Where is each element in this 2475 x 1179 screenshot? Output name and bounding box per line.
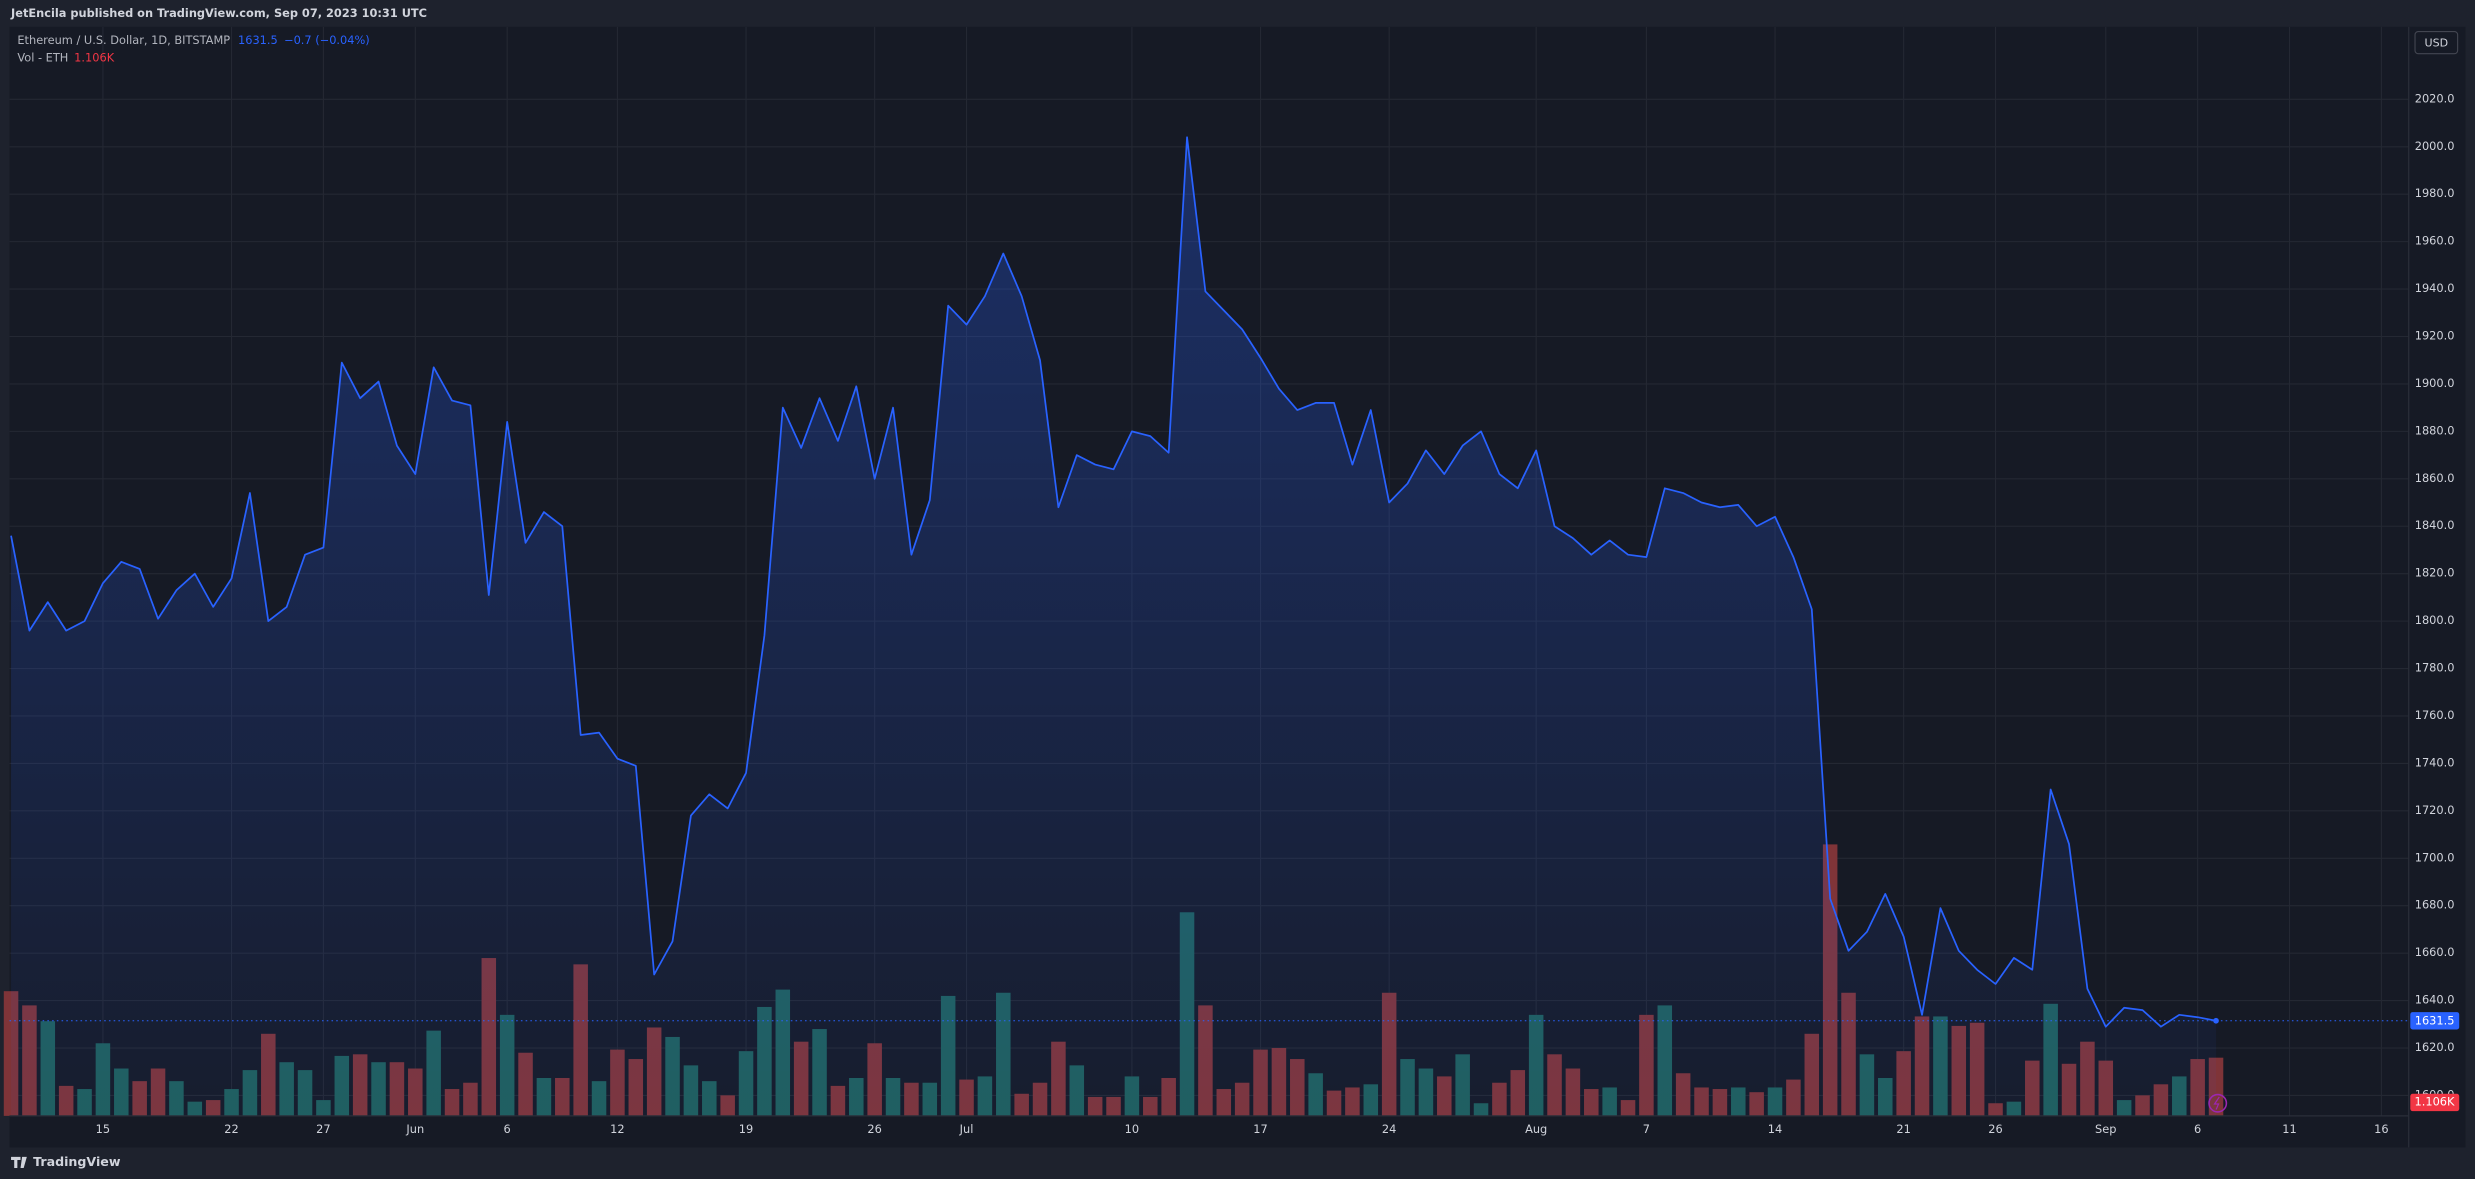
last-price-label: 1631.5 bbox=[2415, 1014, 2455, 1028]
x-tick-label: 12 bbox=[610, 1122, 624, 1136]
y-tick-label: 1880.0 bbox=[2415, 423, 2455, 437]
y-tick-label: 1800.0 bbox=[2415, 613, 2455, 627]
x-tick-label: 15 bbox=[96, 1122, 110, 1136]
y-tick-label: 1700.0 bbox=[2415, 850, 2455, 864]
y-tick-label: 1860.0 bbox=[2415, 471, 2455, 485]
x-tick-label: 16 bbox=[2374, 1122, 2388, 1136]
x-tick-label: 27 bbox=[316, 1122, 330, 1136]
area bbox=[11, 137, 2217, 1116]
currency: USD bbox=[2425, 36, 2449, 49]
x-tick-label: 22 bbox=[224, 1122, 238, 1136]
x-tick-label: 10 bbox=[1125, 1122, 1139, 1136]
y-tick-label: 1980.0 bbox=[2415, 186, 2455, 200]
currency-button[interactable] bbox=[2414, 31, 2459, 55]
axes: 1600.01620.01640.01660.01680.01700.01720… bbox=[96, 91, 2460, 1136]
y-tick-label: 1660.0 bbox=[2415, 945, 2455, 959]
x-tick-label: 7 bbox=[1643, 1122, 1650, 1136]
y-tick-label: 1960.0 bbox=[2415, 234, 2455, 248]
x-tick-label: Sep bbox=[2095, 1122, 2116, 1136]
x-tick-label: 6 bbox=[2194, 1122, 2201, 1136]
volume-name: Vol - ETH bbox=[17, 50, 68, 64]
y-tick-label: 1940.0 bbox=[2415, 281, 2455, 295]
alert-icon[interactable] bbox=[2208, 1093, 2228, 1113]
footer: TradingView bbox=[33, 1154, 121, 1169]
y-tick-label: 2000.0 bbox=[2415, 139, 2455, 153]
x-tick-label: 11 bbox=[2282, 1122, 2296, 1136]
last-price: 1631.5 bbox=[238, 33, 278, 47]
y-tick-label: 1840.0 bbox=[2415, 518, 2455, 532]
publisher: JetEncila published on TradingView.com, … bbox=[10, 6, 427, 20]
price-change: −0.7 (−0.04%) bbox=[284, 33, 370, 47]
volume-tag bbox=[2410, 1093, 2460, 1112]
volume-last: 1.106K bbox=[74, 50, 115, 64]
price bbox=[9, 136, 2409, 1116]
line bbox=[10, 136, 2217, 1028]
y-tick-label: 1680.0 bbox=[2415, 898, 2455, 912]
y-tick-label: 1920.0 bbox=[2415, 329, 2455, 343]
x-tick-label: 26 bbox=[1988, 1122, 2002, 1136]
y-tick-label: 2020.0 bbox=[2415, 91, 2455, 105]
x-tick-label: Jul bbox=[959, 1122, 974, 1136]
last-point bbox=[2213, 1017, 2219, 1024]
volume-tag-label: 1.106K bbox=[2415, 1094, 2456, 1108]
x-tick-label: Aug bbox=[1525, 1122, 1547, 1136]
last-price-tag bbox=[2410, 1012, 2460, 1030]
x-tick-label: 17 bbox=[1253, 1122, 1267, 1136]
symbol: Ethereum / U.S. Dollar, 1D, BITSTAMP bbox=[17, 33, 230, 47]
y-tick-label: 1760.0 bbox=[2415, 708, 2455, 722]
y-tick-label: 1780.0 bbox=[2415, 661, 2455, 675]
y-tick-label: 1740.0 bbox=[2415, 755, 2455, 769]
x-tick-label: 14 bbox=[1768, 1122, 1782, 1136]
y-tick-label: 1640.0 bbox=[2415, 993, 2455, 1007]
x-tick-label: 26 bbox=[867, 1122, 881, 1136]
alert-icon-bolt bbox=[2213, 1096, 2220, 1110]
x-tick-label: 21 bbox=[1896, 1122, 1910, 1136]
logo bbox=[11, 1156, 27, 1168]
y-tick-label: 1620.0 bbox=[2415, 1040, 2455, 1054]
x-tick-label: Jun bbox=[405, 1122, 424, 1136]
x-tick-label: 19 bbox=[739, 1122, 753, 1136]
x-tick-label: 6 bbox=[504, 1122, 511, 1136]
y-tick-label: 1900.0 bbox=[2415, 376, 2455, 390]
x-tick-label: 24 bbox=[1382, 1122, 1396, 1136]
y-tick-label: 1720.0 bbox=[2415, 803, 2455, 817]
y-tick-label: 1820.0 bbox=[2415, 566, 2455, 580]
